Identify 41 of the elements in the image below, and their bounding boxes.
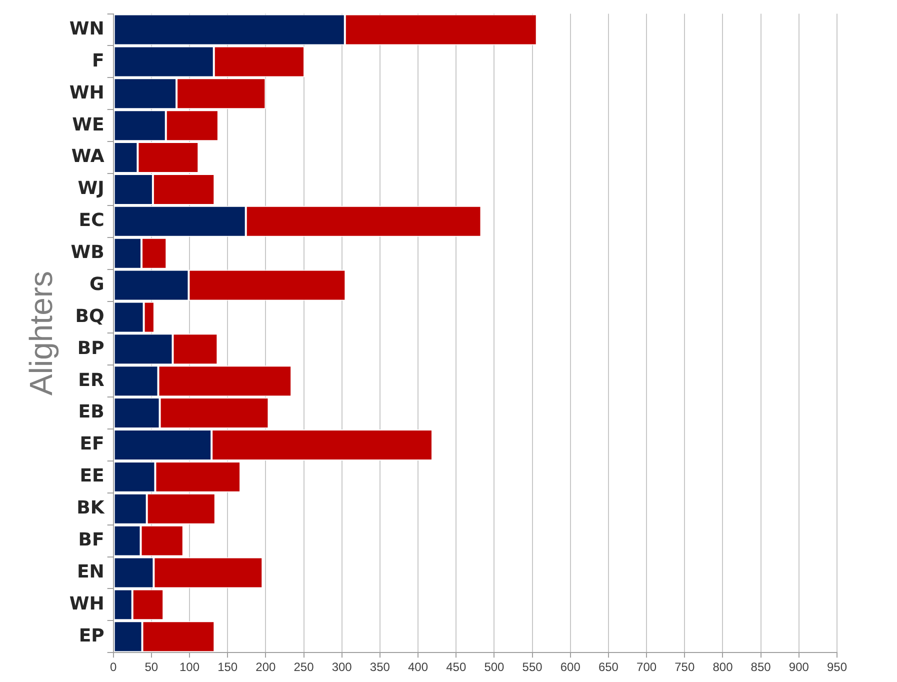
- y-tick-label: WE: [72, 114, 104, 136]
- y-tick-label: F: [92, 50, 104, 72]
- x-tick-label: 900: [788, 660, 810, 674]
- y-tick-label: EC: [78, 210, 104, 232]
- x-tick-label: 700: [636, 660, 657, 674]
- y-tick-label: EN: [76, 561, 104, 582]
- y-tick-label: BK: [76, 498, 106, 519]
- y-tick-label: WN: [69, 18, 104, 40]
- x-tick-label: 300: [332, 660, 352, 674]
- x-tick-label: 850: [750, 660, 772, 674]
- y-tick-label: BP: [77, 338, 104, 359]
- x-tick-label: 500: [484, 660, 505, 674]
- x-tick-label: 550: [522, 660, 543, 674]
- y-tick-label: ER: [78, 370, 104, 391]
- y-tick-label: WB: [70, 242, 104, 264]
- y-tick-label: EP: [78, 625, 104, 646]
- y-tick-label: EF: [80, 434, 104, 455]
- x-tick-label: 400: [408, 660, 428, 674]
- x-tick-label: 650: [598, 660, 619, 674]
- x-tick-label: 350: [370, 660, 390, 674]
- x-tick-label: 450: [446, 660, 466, 674]
- x-tick-label: 200: [256, 660, 276, 674]
- x-tick-label: 800: [712, 660, 734, 674]
- y-tick-label: WH: [69, 593, 104, 614]
- y-tick-label: BQ: [75, 306, 104, 327]
- y-tick-label: EE: [80, 466, 104, 487]
- y-tick-label: WA: [71, 146, 104, 168]
- x-tick-label: 100: [179, 660, 200, 674]
- x-tick-label: 0: [110, 660, 117, 674]
- x-tick-label: 950: [826, 660, 848, 674]
- y-tick-label: G: [90, 274, 104, 295]
- x-tick-label: 150: [218, 660, 238, 674]
- x-tick-label: 750: [674, 660, 695, 674]
- x-tick-label: 600: [560, 660, 581, 674]
- x-tick-label: 50: [144, 660, 158, 674]
- y-tick-label: WJ: [78, 178, 104, 200]
- x-tick-label: 250: [294, 660, 314, 674]
- y-axis-title: Alighters: [23, 270, 60, 396]
- y-tick-label: BF: [78, 529, 104, 550]
- y-tick-label: WH: [69, 82, 104, 104]
- y-tick-label: EB: [78, 402, 104, 423]
